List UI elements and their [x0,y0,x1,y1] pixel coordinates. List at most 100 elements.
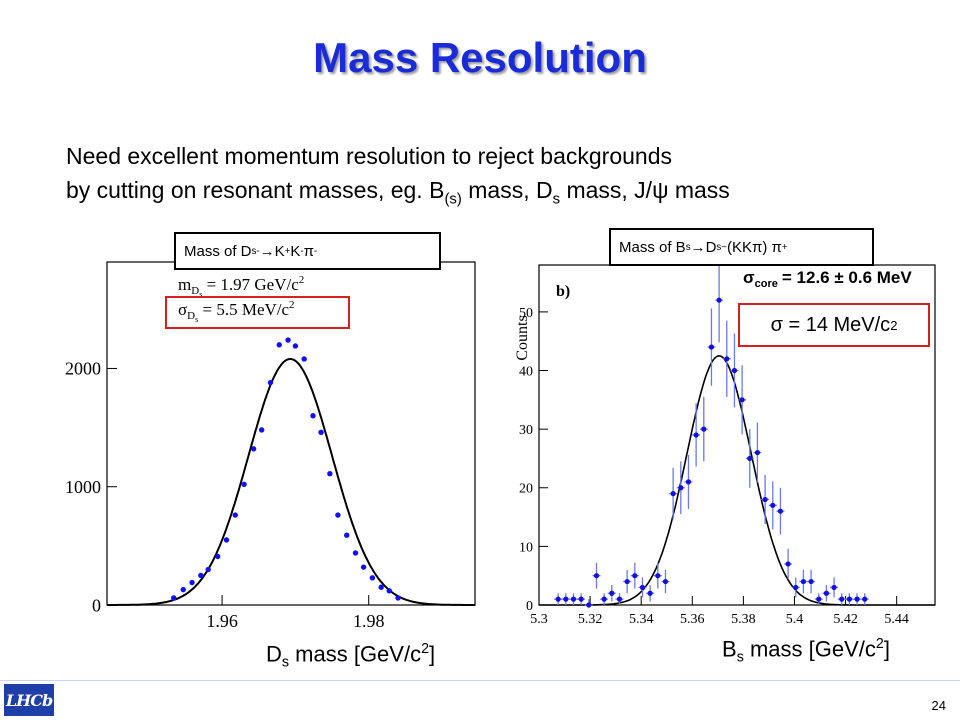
data-point [205,566,211,573]
bs-core-sigma: σcore = 12.6 ± 0.6 MeV [743,268,912,290]
data-point [171,595,177,601]
ds-fit-results: mDs = 1.97 GeV/c2 σDs = 5.5 MeV/c2 [178,274,304,324]
x-tick-label: 5.36 [680,612,705,627]
page-number: 24 [931,698,946,713]
data-point [570,596,577,602]
intro-line-1: Need excellent momentum resolution to re… [66,143,672,169]
data-point [267,379,274,386]
ds-plot-frame [106,261,476,606]
data-point [285,337,291,343]
data-point [754,449,761,456]
y-tick-label: 40 [519,364,533,379]
data-point [831,584,837,591]
data-point [344,532,350,538]
data-point [198,572,204,579]
y-tick-label: 10 [519,540,533,555]
y-tick-label: 1000 [65,477,101,497]
data-point [395,595,401,601]
data-point [816,596,822,602]
data-point [250,446,257,452]
data-point [747,455,753,462]
data-point [839,596,845,602]
x-tick-label: 5.3 [530,612,548,627]
data-point [276,342,282,348]
data-point [708,344,715,350]
data-point [327,471,333,477]
bs-data-points [554,257,869,608]
data-point [586,602,592,608]
data-point [693,432,699,438]
ds-fit-mass: mDs = 1.97 GeV/c2 [178,274,304,299]
data-point [739,397,745,403]
x-tick-label: 5.42 [833,612,858,627]
x-tick-label: 1.98 [353,611,385,631]
data-point [854,596,860,602]
data-point [578,596,584,602]
data-point [808,578,814,585]
x-tick-label: 5.38 [731,612,756,627]
data-point [670,491,676,497]
lhcb-logo: LHCb [4,684,54,716]
data-point [632,573,638,579]
ds-xaxis-caption: Ds mass [GeV/c2] [266,641,436,671]
data-point [555,596,561,602]
data-point [189,579,195,586]
data-point [369,575,376,581]
data-point [258,427,265,433]
bs-xaxis-caption: Bs mass [GeV/c2] [722,636,890,666]
data-point [593,573,600,579]
ds-data-points [171,337,401,601]
data-point [335,512,341,518]
bs-fit-curve [539,355,935,606]
data-point [685,479,692,485]
data-point [655,573,661,579]
data-point [770,502,776,508]
y-tick-label: 50 [519,306,533,321]
x-tick-label: 5.32 [578,612,603,627]
data-point [624,578,630,585]
ds-plot-axes: 0 1000 2000 1.96 1.98 [65,359,384,631]
data-point [639,584,646,591]
data-point [823,590,830,596]
ds-fit-sigma: σDs = 5.5 MeV/c2 [178,299,295,324]
data-point [616,596,623,602]
bs-mass-plot: 0 10 20 30 40 50 5.3 5.32 5.34 5.36 5.38 5.4 5.42 5.4… [514,257,936,627]
bs-plot-axes: 0 10 20 30 40 50 5.3 5.32 5.34 5.36 5.38 5.4 5.42 5.4… [519,306,909,627]
x-tick-label: 5.4 [786,612,804,627]
data-point [214,553,221,560]
ds-fit-curve [107,358,475,606]
ds-mass-plot: 0 1000 2000 1.96 1.98 mDs = 1.97 GeV/c2 σDs … [65,261,476,631]
bs-sigma-box: σ = 14 MeV/c 2 [738,303,930,347]
y-tick-label: 2000 [65,359,101,379]
data-point [609,590,615,596]
data-point [731,367,738,374]
data-point [232,512,238,518]
data-point [800,578,807,585]
data-point [360,564,367,570]
y-tick-label: 30 [519,423,533,438]
data-point [352,550,359,556]
x-tick-label: 5.34 [629,612,654,627]
y-tick-label: 0 [526,599,533,614]
data-point [846,596,853,602]
data-point [762,496,768,503]
data-point [301,356,307,362]
y-tick-label: 20 [519,482,533,497]
data-point [862,596,868,602]
data-point [318,429,324,436]
data-point [601,596,607,602]
data-point [378,584,384,590]
data-point [310,413,316,419]
data-point [777,508,784,514]
data-point [563,596,569,602]
ds-sigma-highlight [165,296,350,329]
data-point [647,590,653,596]
data-point [241,481,247,488]
data-point [785,561,791,567]
data-point [180,586,186,593]
data-point [724,356,730,362]
bs-panel-tag: b) [556,283,570,300]
